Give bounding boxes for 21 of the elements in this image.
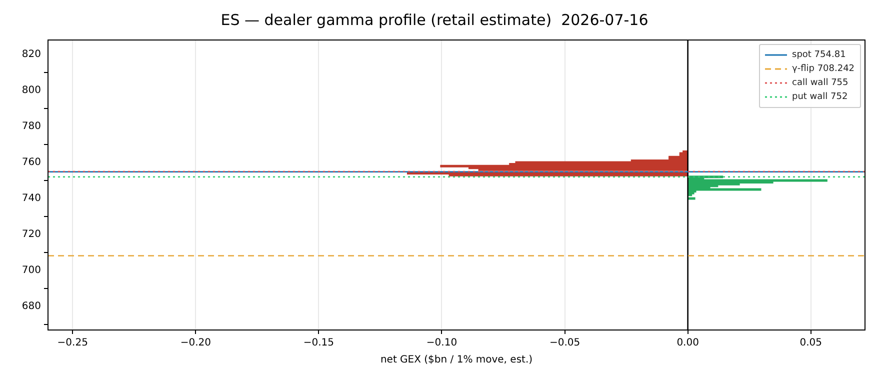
- y-tick-label: 800: [22, 85, 41, 96]
- x-tick-label: −0.10: [426, 338, 458, 349]
- x-tick-label: 0.00: [676, 338, 699, 349]
- y-tick-label: 700: [22, 265, 41, 276]
- legend-label: spot 754.81: [792, 50, 846, 60]
- x-tick-label: −0.15: [303, 338, 334, 349]
- chart-title: ES — dealer gamma profile (retail estimate) 2026-07-16: [220, 10, 648, 29]
- x-tick-label: −0.25: [57, 338, 88, 349]
- legend-label: γ-flip 708.242: [792, 64, 855, 74]
- y-tick-label: 780: [22, 121, 41, 132]
- legend-label: put wall 752: [792, 92, 848, 102]
- x-tick-label: 0.05: [800, 338, 822, 349]
- legend-label: call wall 755: [792, 78, 848, 88]
- y-tick-label: 680: [22, 301, 41, 312]
- y-tick-label: 720: [22, 229, 41, 240]
- x-tick-label: −0.20: [180, 338, 211, 349]
- x-tick-label: −0.05: [549, 338, 580, 349]
- y-tick-label: 760: [22, 157, 41, 168]
- y-tick-label: 820: [22, 49, 41, 60]
- x-axis-title: net GEX ($bn / 1% move, est.): [380, 354, 533, 366]
- y-tick-label: 740: [22, 193, 41, 204]
